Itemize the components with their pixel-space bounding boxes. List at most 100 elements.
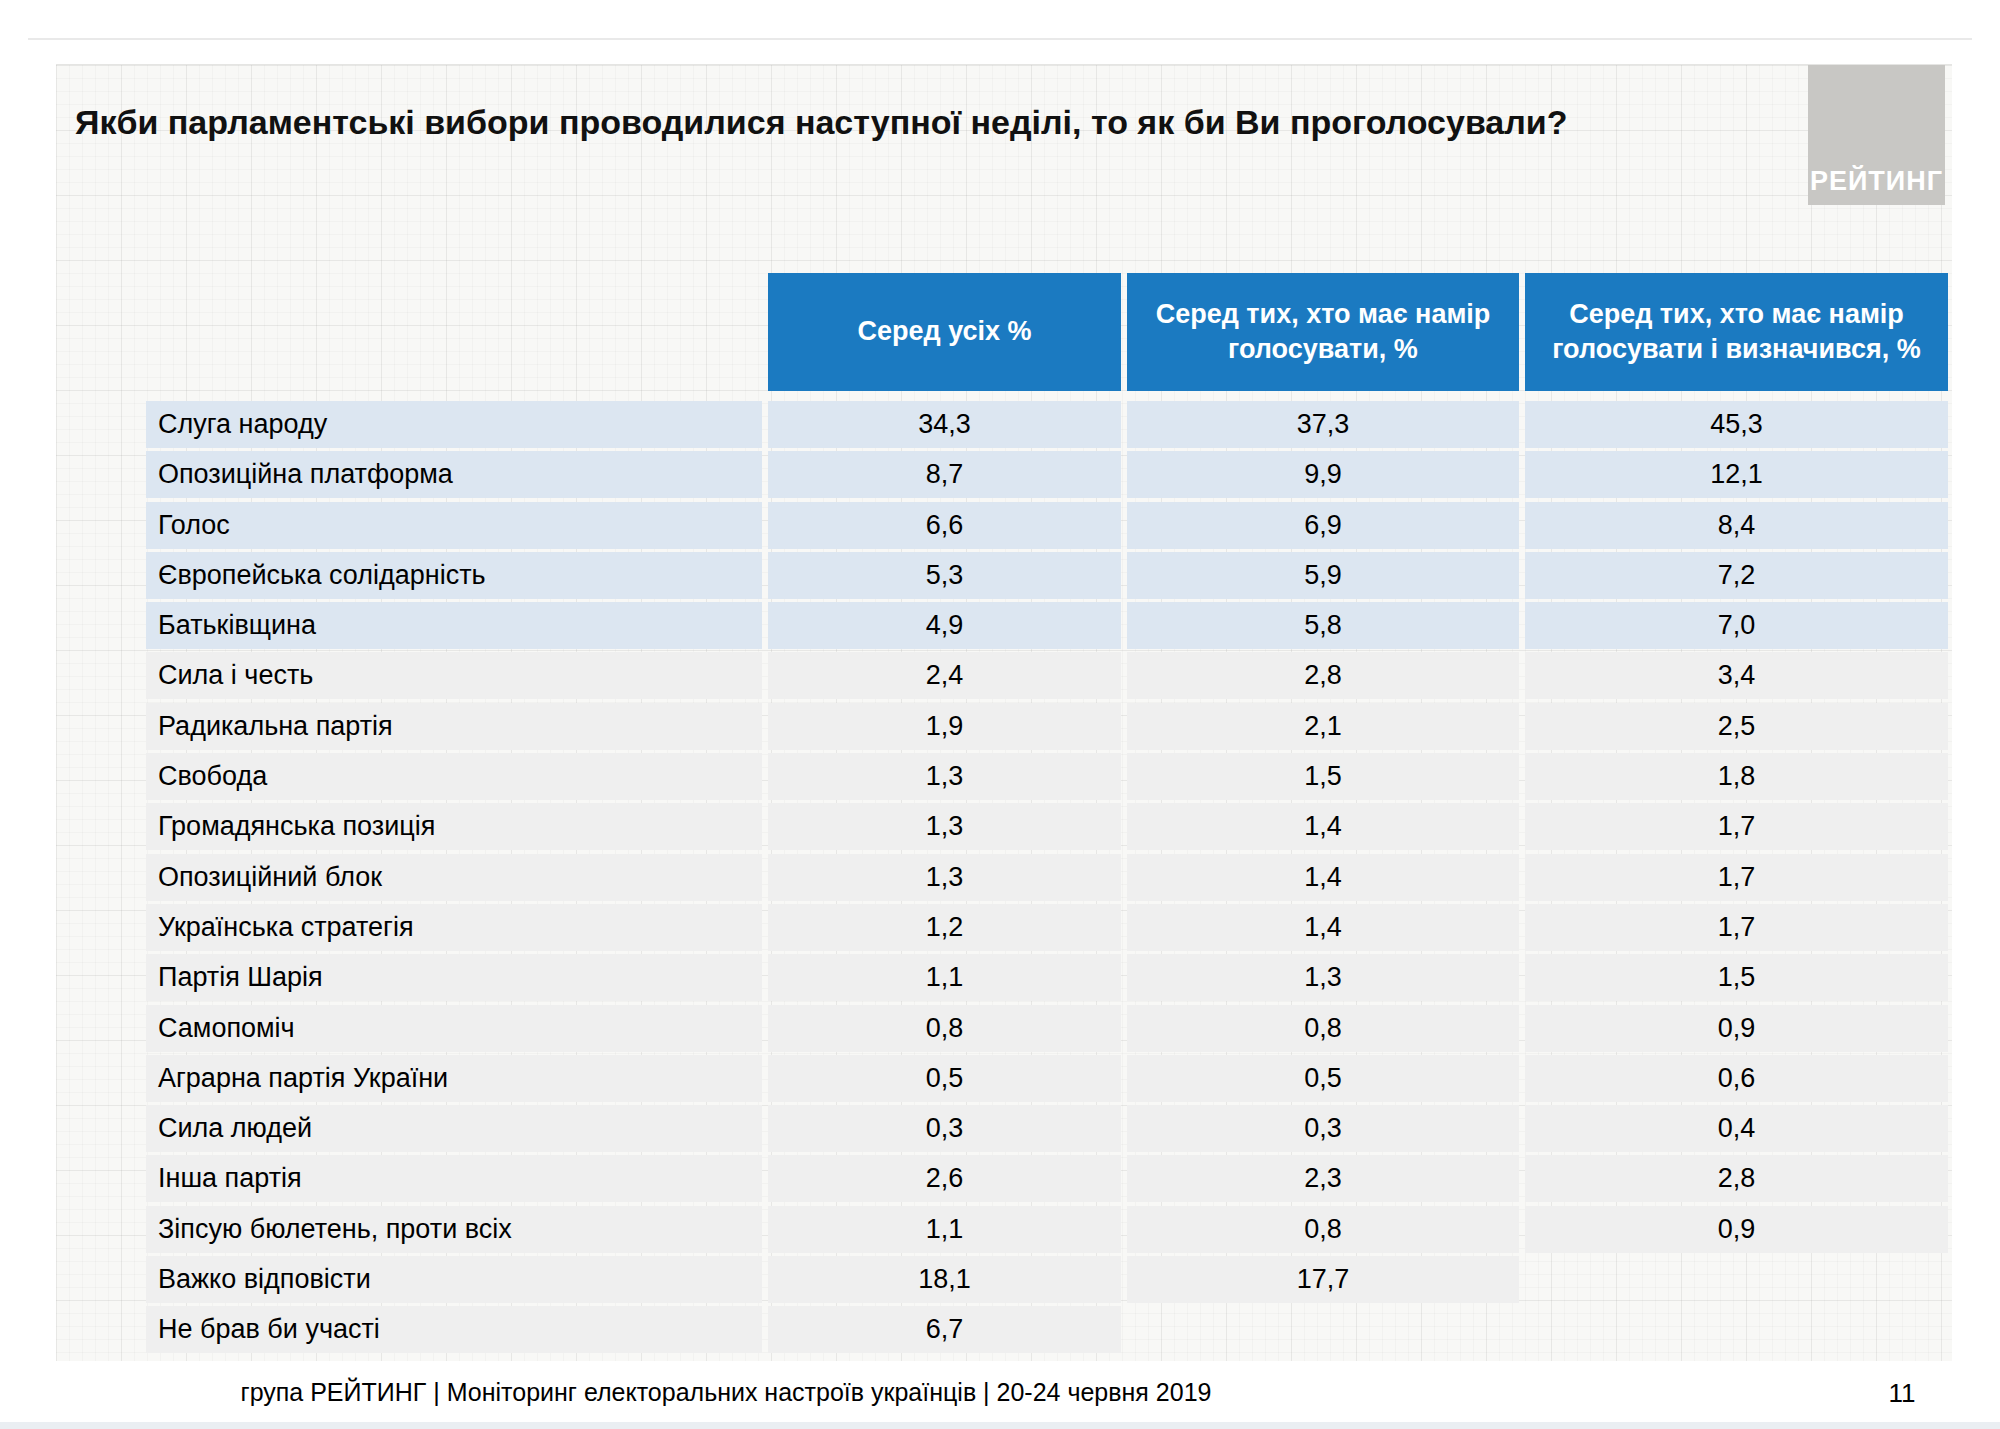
row-value: 3,4 (1525, 652, 1948, 699)
row-label: Європейська солідарність (146, 552, 762, 599)
row-value: 1,2 (768, 904, 1121, 951)
table-row: Європейська солідарність 5,3 5,9 7,2 (146, 552, 1948, 599)
row-label: Свобода (146, 753, 762, 800)
table-header-row: Серед усіх % Серед тих, хто має намір го… (146, 273, 1948, 391)
top-divider-line (28, 38, 1972, 40)
row-value: 1,4 (1127, 904, 1519, 951)
row-value-empty (1525, 1306, 1948, 1353)
row-value: 2,4 (768, 652, 1121, 699)
row-value: 0,9 (1525, 1005, 1948, 1052)
row-label: Громадянська позиція (146, 803, 762, 850)
column-header-among-all: Серед усіх % (768, 273, 1121, 391)
row-label: Слуга народу (146, 401, 762, 448)
row-value: 1,3 (1127, 954, 1519, 1001)
row-value: 1,4 (1127, 803, 1519, 850)
row-label: Сила людей (146, 1105, 762, 1152)
row-value: 0,8 (1127, 1005, 1519, 1052)
row-value: 1,3 (768, 753, 1121, 800)
row-value: 1,5 (1127, 753, 1519, 800)
row-value: 0,9 (1525, 1206, 1948, 1253)
page-number: 11 (1872, 1378, 1932, 1409)
table-row: Аграрна партія України 0,5 0,5 0,6 (146, 1055, 1948, 1102)
slide-title: Якби парламентські вибори проводилися на… (75, 103, 1775, 142)
row-label: Аграрна партія України (146, 1055, 762, 1102)
row-value: 2,8 (1525, 1155, 1948, 1202)
row-value: 1,1 (768, 954, 1121, 1001)
row-value: 7,0 (1525, 602, 1948, 649)
bottom-edge-strip (0, 1422, 2000, 1429)
row-value: 5,8 (1127, 602, 1519, 649)
row-value: 1,3 (768, 803, 1121, 850)
table-row: Інша партія 2,6 2,3 2,8 (146, 1155, 1948, 1202)
row-label: Опозиційна платформа (146, 451, 762, 498)
row-value: 1,9 (768, 703, 1121, 750)
row-value: 6,6 (768, 502, 1121, 549)
row-value: 1,7 (1525, 854, 1948, 901)
row-value: 7,2 (1525, 552, 1948, 599)
row-label: Опозиційний блок (146, 854, 762, 901)
table-row: Зіпсую бюлетень, проти всіх 1,1 0,8 0,9 (146, 1206, 1948, 1253)
table-row: Радикальна партія 1,9 2,1 2,5 (146, 703, 1948, 750)
row-value: 8,7 (768, 451, 1121, 498)
row-value: 6,7 (768, 1306, 1121, 1353)
row-value: 12,1 (1525, 451, 1948, 498)
column-header-intend-and-decided: Серед тих, хто має намір голосувати і ви… (1525, 273, 1948, 391)
row-value: 5,9 (1127, 552, 1519, 599)
header-spacer-cell (146, 273, 762, 391)
row-value: 1,7 (1525, 803, 1948, 850)
row-value: 0,5 (768, 1055, 1121, 1102)
row-value: 1,1 (768, 1206, 1121, 1253)
row-value: 34,3 (768, 401, 1121, 448)
row-value: 4,9 (768, 602, 1121, 649)
slide-content-area: Якби парламентські вибори проводилися на… (56, 64, 1952, 1361)
row-value: 0,6 (1525, 1055, 1948, 1102)
table-row: Партія Шарія 1,1 1,3 1,5 (146, 954, 1948, 1001)
row-value: 2,1 (1127, 703, 1519, 750)
row-value: 1,8 (1525, 753, 1948, 800)
row-label: Самопоміч (146, 1005, 762, 1052)
row-label: Не брав би участі (146, 1306, 762, 1353)
row-value: 17,7 (1127, 1256, 1519, 1303)
row-value: 37,3 (1127, 401, 1519, 448)
table-row: Сила і честь 2,4 2,8 3,4 (146, 652, 1948, 699)
row-label: Батьківщина (146, 602, 762, 649)
table-row: Сила людей 0,3 0,3 0,4 (146, 1105, 1948, 1152)
table-row: Опозиційна платформа 8,7 9,9 12,1 (146, 451, 1948, 498)
row-value: 0,4 (1525, 1105, 1948, 1152)
row-value: 8,4 (1525, 502, 1948, 549)
table-row: Свобода 1,3 1,5 1,8 (146, 753, 1948, 800)
row-label: Зіпсую бюлетень, проти всіх (146, 1206, 762, 1253)
row-value: 5,3 (768, 552, 1121, 599)
table-row: Громадянська позиція 1,3 1,4 1,7 (146, 803, 1948, 850)
row-label: Радикальна партія (146, 703, 762, 750)
row-value: 1,5 (1525, 954, 1948, 1001)
table-row: Голос 6,6 6,9 8,4 (146, 502, 1948, 549)
row-label: Голос (146, 502, 762, 549)
table-row: Українська стратегія 1,2 1,4 1,7 (146, 904, 1948, 951)
row-value: 0,8 (1127, 1206, 1519, 1253)
row-value: 9,9 (1127, 451, 1519, 498)
row-value: 0,3 (768, 1105, 1121, 1152)
row-value: 0,3 (1127, 1105, 1519, 1152)
rating-group-logo: РЕЙТИНГ (1808, 65, 1945, 205)
table-row: Самопоміч 0,8 0,8 0,9 (146, 1005, 1948, 1052)
table-row: Батьківщина 4,9 5,8 7,0 (146, 602, 1948, 649)
row-value: 2,8 (1127, 652, 1519, 699)
row-value: 1,4 (1127, 854, 1519, 901)
row-label: Партія Шарія (146, 954, 762, 1001)
row-value: 2,5 (1525, 703, 1948, 750)
row-value: 6,9 (1127, 502, 1519, 549)
column-header-intend-to-vote: Серед тих, хто має намір голосувати, % (1127, 273, 1519, 391)
row-value: 0,5 (1127, 1055, 1519, 1102)
row-value: 2,6 (768, 1155, 1121, 1202)
row-value: 1,7 (1525, 904, 1948, 951)
row-label: Українська стратегія (146, 904, 762, 951)
row-value-empty (1127, 1306, 1519, 1353)
poll-results-table: Серед усіх % Серед тих, хто має намір го… (146, 273, 1948, 1357)
slide-footer: група РЕЙТИНГ | Моніторинг електоральних… (146, 1378, 1306, 1407)
row-label: Сила і честь (146, 652, 762, 699)
row-value-empty (1525, 1256, 1948, 1303)
table-row: Не брав би участі 6,7 (146, 1306, 1948, 1353)
row-value: 45,3 (1525, 401, 1948, 448)
table-row: Опозиційний блок 1,3 1,4 1,7 (146, 854, 1948, 901)
